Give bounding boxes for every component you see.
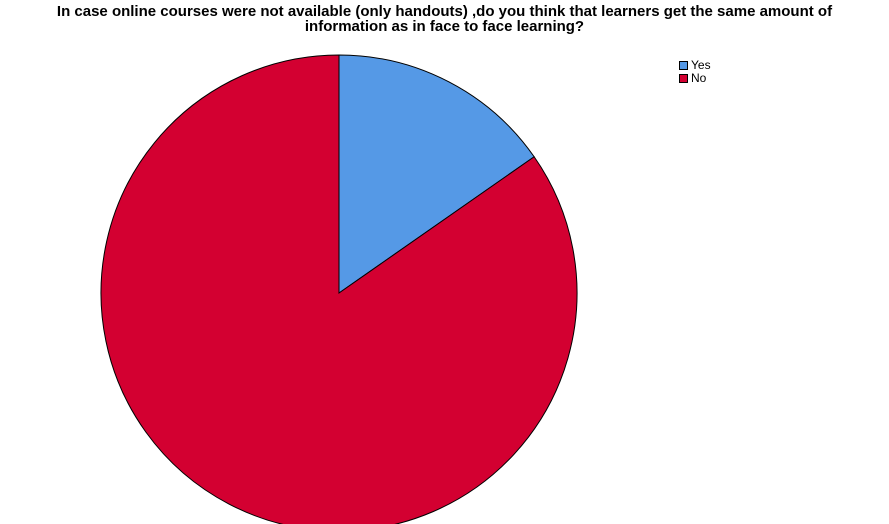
legend-label-no: No xyxy=(691,71,707,85)
legend-item-yes: Yes xyxy=(679,59,711,72)
chart-title-line-1: In case online courses were not availabl… xyxy=(56,3,833,20)
legend-item-no: No xyxy=(679,72,711,85)
legend: Yes No xyxy=(679,59,711,85)
legend-swatch-yes xyxy=(679,61,688,70)
pie-slice-yes xyxy=(338,54,535,294)
legend-label-yes: Yes xyxy=(691,58,711,72)
chart-title: In case online courses were not availabl… xyxy=(0,4,889,34)
chart-title-line-2: information as in face to face learning? xyxy=(304,18,585,35)
legend-swatch-no xyxy=(679,74,688,83)
pie-slice-no xyxy=(100,54,578,524)
